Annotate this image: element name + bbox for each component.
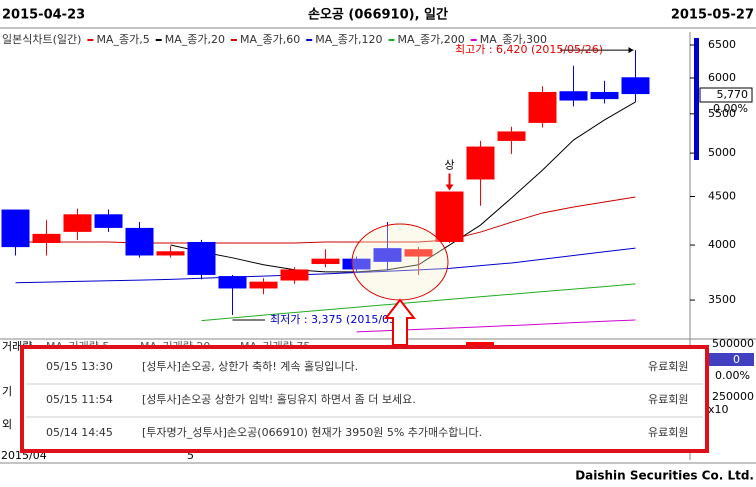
- y-tick-label: 6500: [708, 38, 736, 51]
- candle-body: [280, 269, 309, 281]
- candle-body: [1, 209, 30, 248]
- price-change: 0.00%: [713, 102, 748, 115]
- candle-body: [342, 258, 371, 270]
- ma-line: [15, 247, 636, 284]
- candle-body: [311, 258, 340, 265]
- indicator-bar: [694, 38, 699, 160]
- x-tick-label: 5: [187, 449, 194, 462]
- candle-body: [497, 131, 526, 141]
- candle-body: [249, 281, 278, 289]
- candle-body: [32, 233, 61, 243]
- footer: Daishin Securities Co. Ltd.: [575, 469, 754, 483]
- news-time: 05/15 11:54: [46, 393, 113, 406]
- legend-label: MA_종가,300: [480, 33, 547, 46]
- end-date: 2015-05-27: [671, 8, 754, 23]
- low-label: 최저가 : 3,375 (2015/05/: [270, 313, 400, 326]
- volume-last: 0: [733, 353, 740, 366]
- news-badge: 유료회원: [648, 360, 688, 373]
- volume-tag: [700, 353, 754, 366]
- candle-body: [435, 191, 464, 242]
- ma-line: [170, 101, 636, 273]
- candle-body: [218, 276, 247, 289]
- side-label: 기: [2, 385, 12, 398]
- news-time: 05/14 14:45: [46, 426, 113, 439]
- side-label: 외: [2, 418, 12, 431]
- legend-label: MA_종가,200: [397, 33, 464, 46]
- legend-label: MA_종가,5: [96, 33, 149, 46]
- candle-body: [373, 248, 402, 262]
- high-label: 최고가 : 6,420 (2015/05/26): [455, 43, 603, 56]
- volume-scale: x10: [708, 403, 729, 416]
- candle-body: [466, 146, 495, 180]
- volume-change: 0.00%: [715, 369, 750, 382]
- candle-body: [621, 77, 650, 95]
- news-text[interactable]: [성투사]손오공 상한가 임박! 홀딩유지 하면서 좀 더 보세요.: [142, 392, 416, 406]
- up-arrow: [383, 298, 417, 346]
- candle-body: [590, 91, 619, 100]
- candle-body: [63, 214, 92, 232]
- y-tick-label: 4500: [708, 190, 736, 203]
- start-date: 2015-04-23: [2, 8, 85, 23]
- candle-body: [94, 214, 123, 228]
- legend-title: 일본식차트(일간): [2, 32, 81, 46]
- high-arrowhead: [628, 47, 634, 54]
- y-tick-label: 6000: [708, 71, 736, 84]
- news-badge: 유료회원: [648, 426, 688, 439]
- y-tick-label: 3500: [708, 293, 736, 306]
- candle-body: [125, 227, 154, 256]
- news-overlay: 05/15 13:30 [성투사]손오공, 상한가 축하! 계속 홀딩입니다. 유료…: [20, 345, 709, 453]
- ma-line: [201, 283, 636, 322]
- highlight-ellipse: [351, 223, 449, 301]
- candle-body: [187, 241, 216, 275]
- volume-tick: 500000: [712, 337, 754, 350]
- limit-up-label: 상: [444, 159, 454, 172]
- ma-line: [15, 196, 636, 244]
- title: 손오공 (066910), 일간: [308, 7, 448, 23]
- news-time: 05/15 13:30: [46, 360, 113, 373]
- y-tick-label: 5000: [708, 146, 736, 159]
- legend-label: MA_종가,20: [165, 33, 225, 46]
- price-tag: [699, 87, 753, 103]
- news-text[interactable]: [투자명가_성투사]손오공(066910) 현재가 3950원 5% 추가매수합…: [142, 426, 482, 439]
- news-text[interactable]: [성투사]손오공, 상한가 축하! 계속 홀딩입니다.: [142, 359, 358, 373]
- candle-body: [528, 91, 557, 123]
- candle-body: [156, 251, 185, 256]
- candle-body: [404, 249, 433, 257]
- volume-tick: 250000: [712, 390, 754, 403]
- legend-label: MA_종가,120: [315, 33, 382, 46]
- y-tick-label: 5500: [708, 107, 736, 120]
- plot: [1, 47, 650, 333]
- candle-body: [559, 91, 588, 101]
- legend-label: MA_종가,60: [240, 33, 300, 46]
- limit-up-arrowhead: [445, 184, 454, 191]
- news-box: [20, 345, 709, 453]
- news-badge: 유료회원: [648, 393, 688, 406]
- y-tick-label: 4000: [708, 238, 736, 251]
- last-price: 5,770: [717, 88, 749, 101]
